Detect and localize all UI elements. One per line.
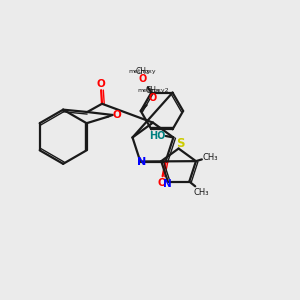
Text: S: S [176,137,184,150]
Text: CH₃: CH₃ [203,152,218,161]
Text: HO: HO [150,131,166,141]
Text: O: O [112,110,121,120]
Text: O: O [138,74,147,84]
Text: CH₃: CH₃ [194,188,209,197]
Text: N: N [136,158,146,167]
Text: CH₃: CH₃ [136,68,150,76]
Text: O: O [149,93,157,103]
Text: methoxy2: methoxy2 [137,88,169,93]
Text: O: O [158,178,167,188]
Text: methoxy: methoxy [129,70,156,74]
Text: O: O [97,79,105,89]
Text: N: N [164,179,172,189]
Text: CH₃: CH₃ [146,86,160,95]
